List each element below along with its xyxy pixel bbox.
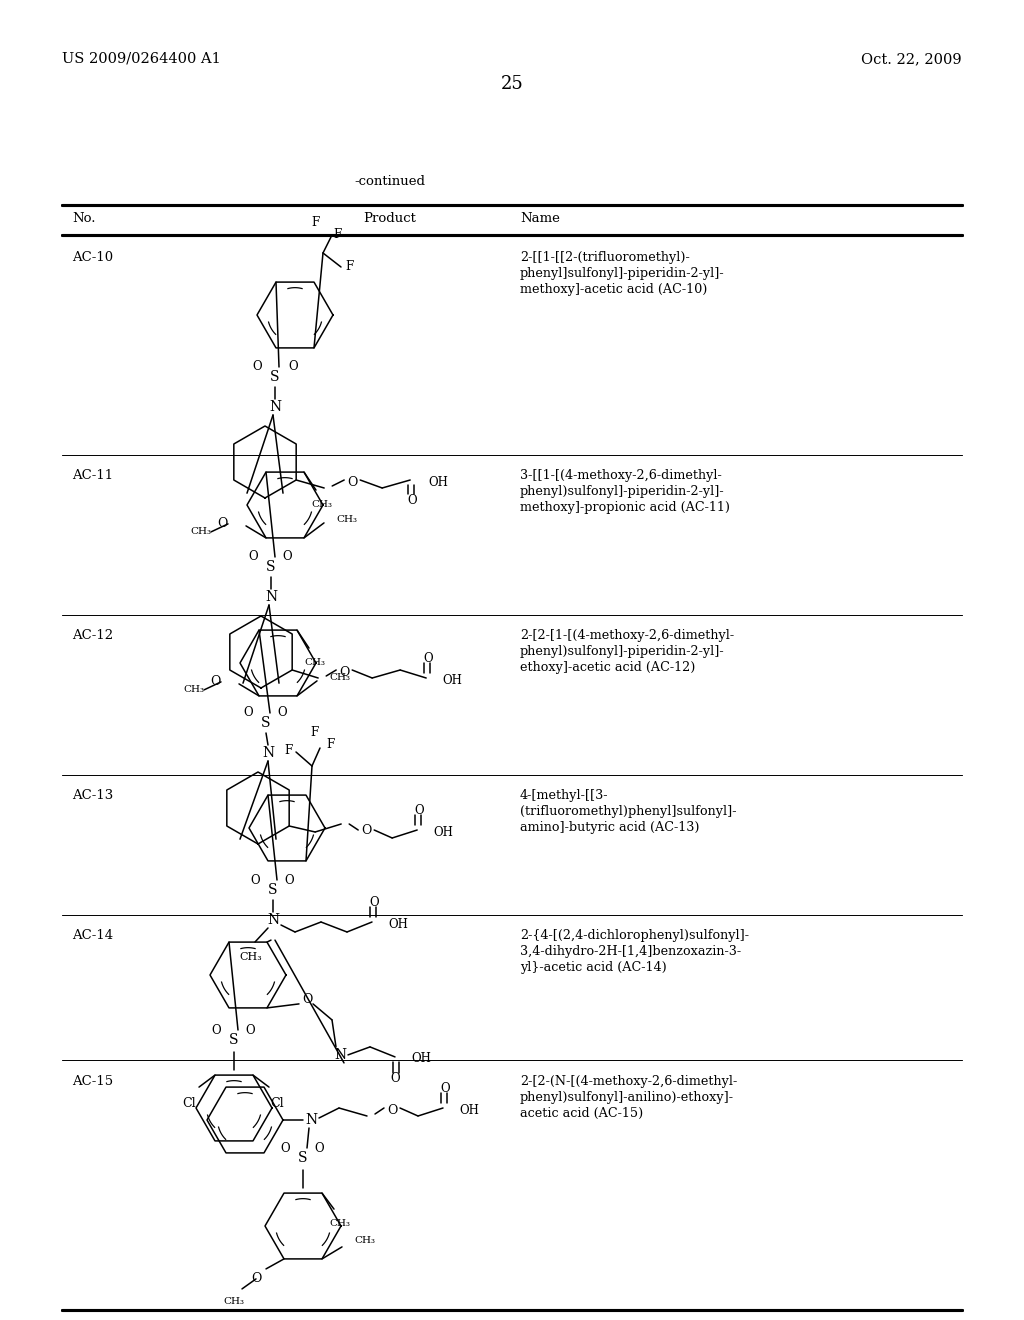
Text: Cl: Cl	[270, 1097, 284, 1110]
Text: 2-[2-[1-[(4-methoxy-2,6-dimethyl-
phenyl)sulfonyl]-piperidin-2-yl]-
ethoxy]-acet: 2-[2-[1-[(4-methoxy-2,6-dimethyl- phenyl…	[520, 630, 734, 675]
Text: O: O	[218, 517, 228, 531]
Text: N: N	[269, 400, 281, 414]
Text: N: N	[262, 746, 274, 760]
Text: O: O	[211, 676, 221, 689]
Text: Cl: Cl	[182, 1097, 196, 1110]
Text: O: O	[408, 494, 417, 507]
Text: 2-[[1-[[2-(trifluoromethyl)-
phenyl]sulfonyl]-piperidin-2-yl]-
methoxy]-acetic a: 2-[[1-[[2-(trifluoromethyl)- phenyl]sulf…	[520, 251, 725, 296]
Text: AC-12: AC-12	[72, 630, 113, 642]
Text: N: N	[334, 1048, 346, 1061]
Text: O: O	[252, 360, 262, 374]
Text: 25: 25	[501, 75, 523, 92]
Text: O: O	[387, 1104, 397, 1117]
Text: CH₃: CH₃	[330, 1220, 350, 1228]
Text: O: O	[250, 874, 260, 887]
Text: O: O	[278, 706, 287, 719]
Text: OH: OH	[459, 1104, 479, 1117]
Text: AC-14: AC-14	[72, 929, 113, 942]
Text: CH₃: CH₃	[336, 515, 357, 524]
Text: F: F	[310, 726, 318, 738]
Text: O: O	[370, 895, 379, 908]
Text: O: O	[251, 1272, 261, 1286]
Text: AC-13: AC-13	[72, 789, 114, 803]
Text: CH₃: CH₃	[354, 1237, 375, 1245]
Text: O: O	[283, 550, 292, 564]
Text: AC-10: AC-10	[72, 251, 113, 264]
Text: O: O	[245, 1023, 255, 1036]
Text: O: O	[361, 824, 372, 837]
Text: CH₃: CH₃	[223, 1298, 245, 1305]
Text: Name: Name	[520, 213, 560, 224]
Text: 2-[2-(N-[(4-methoxy-2,6-dimethyl-
phenyl)sulfonyl]-anilino)-ethoxy]-
acetic acid: 2-[2-(N-[(4-methoxy-2,6-dimethyl- phenyl…	[520, 1074, 737, 1119]
Text: CH₃: CH₃	[240, 952, 262, 962]
Text: F: F	[284, 743, 292, 756]
Text: OH: OH	[442, 673, 462, 686]
Text: O: O	[314, 1142, 324, 1155]
Text: -continued: -continued	[354, 176, 426, 187]
Text: S: S	[270, 370, 280, 384]
Text: AC-11: AC-11	[72, 469, 113, 482]
Text: CH₃: CH₃	[190, 528, 212, 536]
Text: S: S	[229, 1034, 239, 1047]
Text: S: S	[298, 1151, 308, 1166]
Text: F: F	[333, 228, 341, 242]
Text: OH: OH	[433, 825, 453, 838]
Text: O: O	[288, 360, 298, 374]
Text: No.: No.	[72, 213, 95, 224]
Text: O: O	[415, 804, 424, 817]
Text: O: O	[423, 652, 433, 664]
Text: S: S	[266, 560, 275, 574]
Text: O: O	[347, 475, 357, 488]
Text: S: S	[268, 883, 278, 898]
Text: O: O	[281, 1142, 290, 1155]
Text: N: N	[265, 590, 278, 605]
Text: CH₃: CH₃	[183, 685, 205, 694]
Text: F: F	[345, 260, 353, 273]
Text: O: O	[285, 874, 294, 887]
Text: O: O	[248, 550, 258, 564]
Text: CH₃: CH₃	[311, 500, 333, 510]
Text: OH: OH	[411, 1052, 431, 1065]
Text: O: O	[440, 1081, 450, 1094]
Text: OH: OH	[428, 475, 449, 488]
Text: N: N	[267, 913, 280, 927]
Text: 4-[methyl-[[3-
(trifluoromethyl)phenyl]sulfonyl]-
amino]-butyric acid (AC-13): 4-[methyl-[[3- (trifluoromethyl)phenyl]s…	[520, 789, 736, 834]
Text: S: S	[261, 715, 270, 730]
Text: CH₃: CH₃	[329, 673, 350, 682]
Text: 3-[[1-[(4-methoxy-2,6-dimethyl-
phenyl)sulfonyl]-piperidin-2-yl]-
methoxy]-propi: 3-[[1-[(4-methoxy-2,6-dimethyl- phenyl)s…	[520, 469, 730, 513]
Text: F: F	[311, 216, 319, 230]
Text: Oct. 22, 2009: Oct. 22, 2009	[861, 51, 962, 66]
Text: US 2009/0264400 A1: US 2009/0264400 A1	[62, 51, 221, 66]
Text: OH: OH	[388, 917, 408, 931]
Text: O: O	[302, 994, 312, 1006]
Text: CH₃: CH₃	[304, 659, 326, 667]
Text: AC-15: AC-15	[72, 1074, 113, 1088]
Text: 2-{4-[(2,4-dichlorophenyl)sulfonyl]-
3,4-dihydro-2H-[1,4]benzoxazin-3-
yl}-aceti: 2-{4-[(2,4-dichlorophenyl)sulfonyl]- 3,4…	[520, 929, 749, 974]
Text: O: O	[243, 706, 253, 719]
Text: N: N	[305, 1113, 317, 1127]
Text: O: O	[390, 1072, 399, 1085]
Text: Product: Product	[364, 213, 417, 224]
Text: F: F	[326, 738, 334, 751]
Text: O: O	[211, 1023, 221, 1036]
Text: O: O	[339, 665, 349, 678]
